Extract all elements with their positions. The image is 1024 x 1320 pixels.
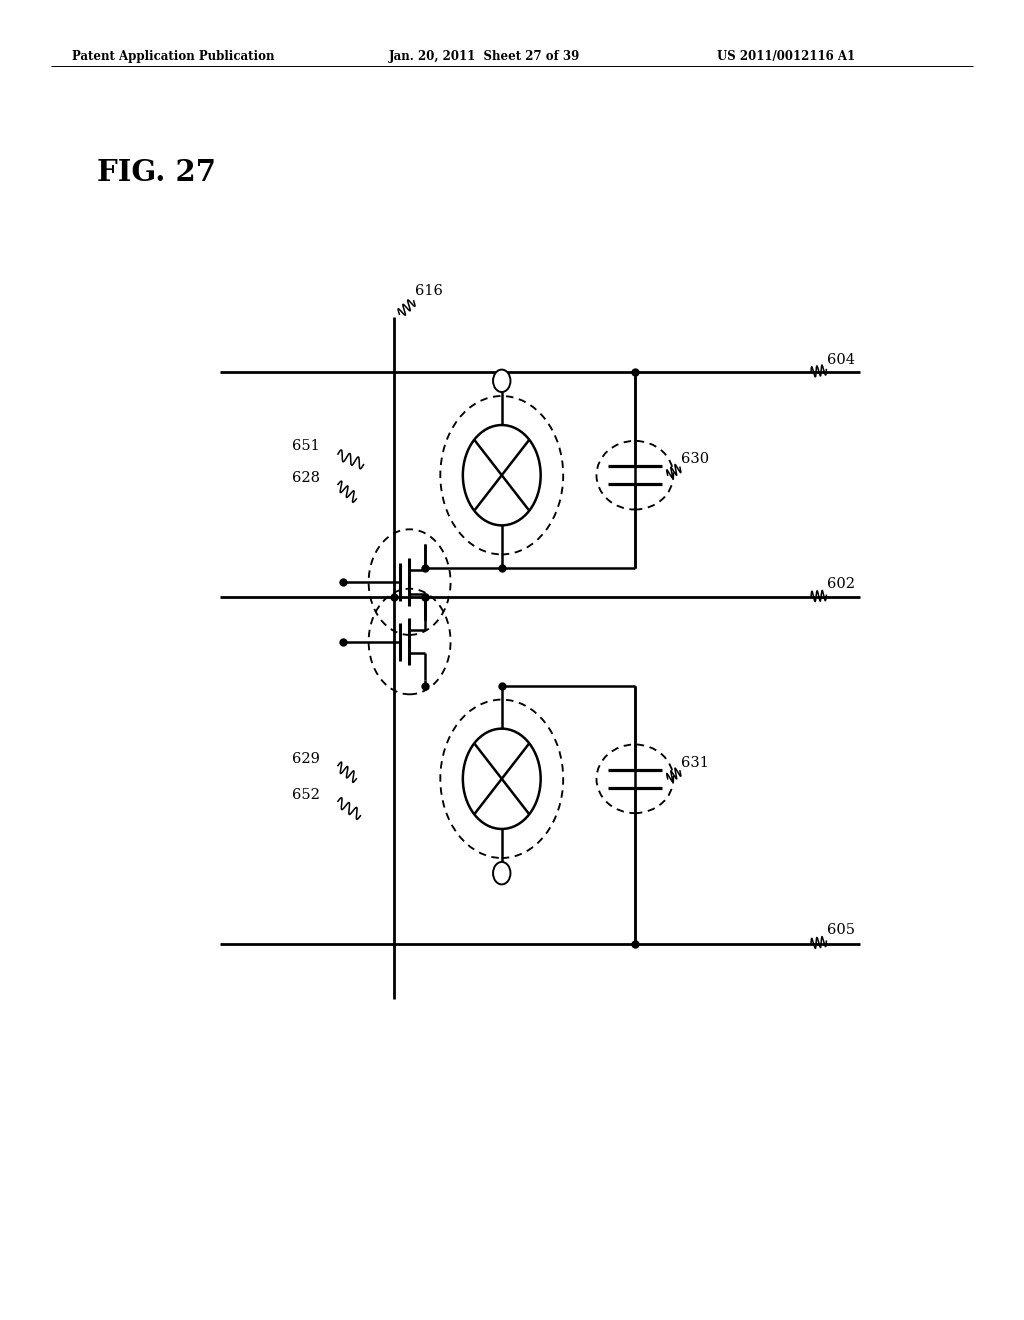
Text: 651: 651 xyxy=(292,440,319,453)
Text: 628: 628 xyxy=(292,471,319,484)
Text: 652: 652 xyxy=(292,788,319,801)
Text: 630: 630 xyxy=(681,453,709,466)
Text: US 2011/0012116 A1: US 2011/0012116 A1 xyxy=(717,50,855,63)
Text: FIG. 27: FIG. 27 xyxy=(97,158,216,187)
Text: 629: 629 xyxy=(292,752,319,766)
Text: Jan. 20, 2011  Sheet 27 of 39: Jan. 20, 2011 Sheet 27 of 39 xyxy=(389,50,581,63)
Text: 605: 605 xyxy=(827,923,855,937)
Text: Patent Application Publication: Patent Application Publication xyxy=(72,50,274,63)
Text: 631: 631 xyxy=(681,756,709,770)
Text: 602: 602 xyxy=(827,577,855,591)
Text: 616: 616 xyxy=(415,284,442,298)
Circle shape xyxy=(494,370,510,392)
Circle shape xyxy=(494,862,510,884)
Text: 604: 604 xyxy=(827,352,855,367)
